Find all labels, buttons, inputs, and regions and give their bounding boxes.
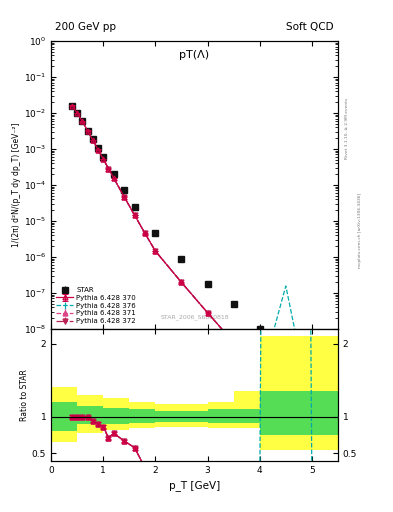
Text: Rivet 3.1.10, ≥ 2.9M events: Rivet 3.1.10, ≥ 2.9M events [345,97,349,159]
Text: pT(Λ): pT(Λ) [180,50,209,59]
Legend: STAR, Pythia 6.428 370, Pythia 6.428 376, Pythia 6.428 371, Pythia 6.428 372: STAR, Pythia 6.428 370, Pythia 6.428 376… [55,286,137,326]
X-axis label: p_T [GeV]: p_T [GeV] [169,480,220,491]
Y-axis label: Ratio to STAR: Ratio to STAR [20,369,29,421]
Text: STAR_2006_S6860818: STAR_2006_S6860818 [160,314,229,320]
Text: 200 GeV pp: 200 GeV pp [55,22,116,32]
Text: mcplots.cern.ch [arXiv:1306.3436]: mcplots.cern.ch [arXiv:1306.3436] [358,193,362,268]
Text: Soft QCD: Soft QCD [286,22,334,32]
Y-axis label: 1/(2π) d²N/(p_T dy dp_T) [GeV⁻²]: 1/(2π) d²N/(p_T dy dp_T) [GeV⁻²] [12,123,21,247]
